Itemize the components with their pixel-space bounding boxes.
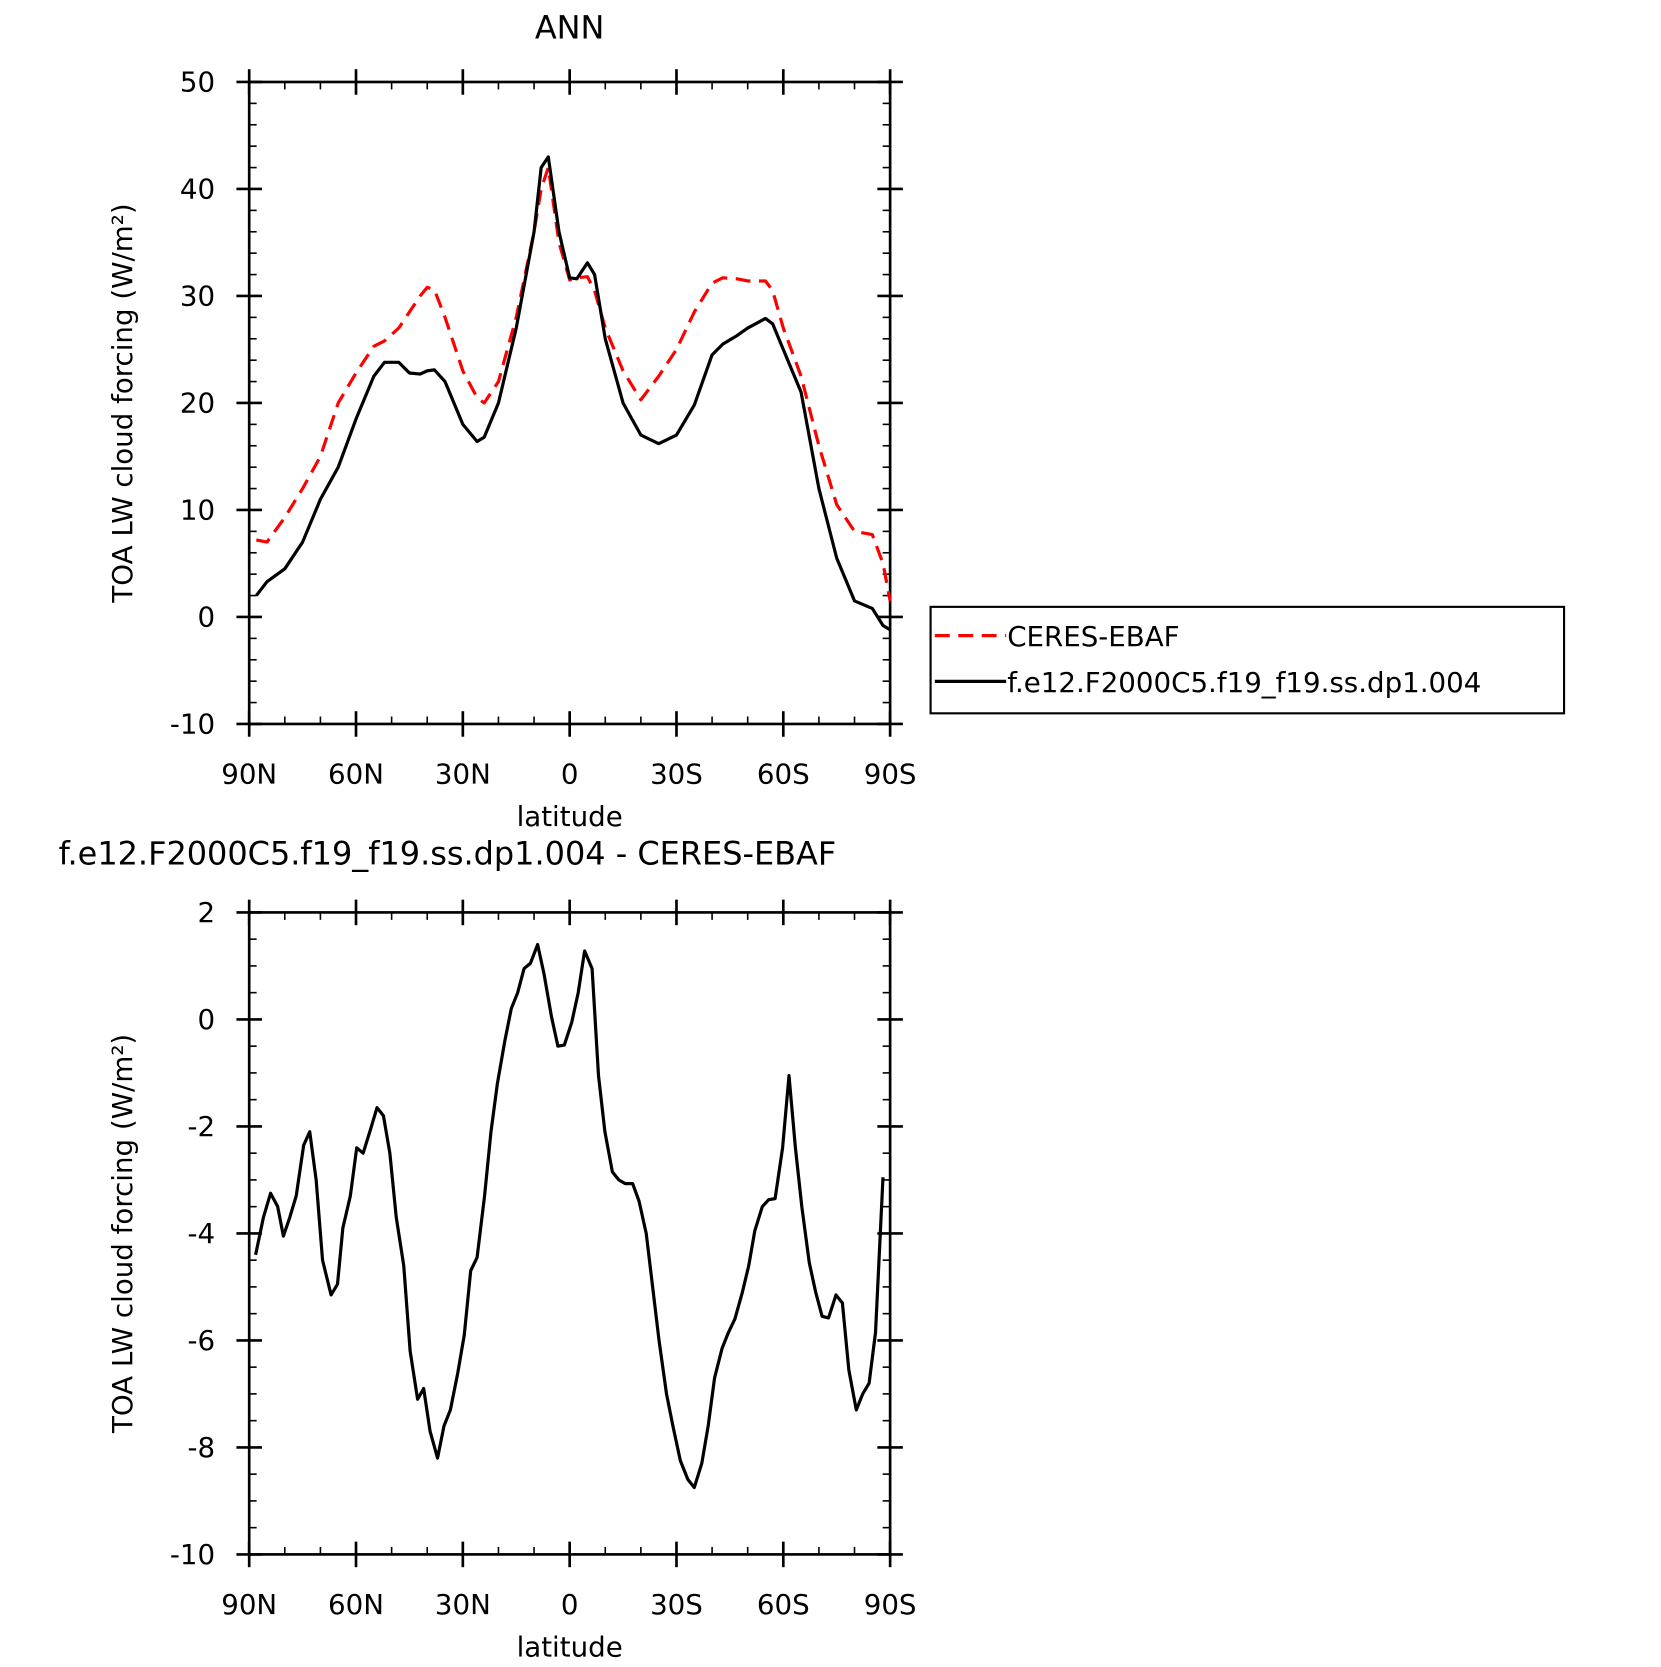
y-tick-label: 50 (180, 66, 215, 99)
y-tick-label: -6 (188, 1324, 216, 1357)
plot-frame (247, 80, 892, 726)
x-tick-label: 30S (650, 758, 703, 791)
y-tick-label: 40 (180, 173, 215, 206)
x-tick-label: 0 (561, 1588, 579, 1621)
x-axis-label: latitude (517, 1631, 623, 1663)
x-tick-label: 60N (328, 1588, 384, 1621)
x-tick-label: 90N (221, 758, 277, 791)
data-line (254, 942, 885, 1490)
y-tick-label: 10 (180, 494, 215, 527)
x-tick-label: 0 (561, 758, 579, 791)
x-tick-label: 60S (757, 1588, 810, 1621)
y-tick-label: 0 (198, 601, 216, 634)
x-tick-label: 90S (864, 758, 917, 791)
x-tick-label: 90S (864, 1588, 917, 1621)
x-tick-label: 90N (221, 1588, 277, 1621)
x-tick-label: 30S (650, 1588, 703, 1621)
legend-box (929, 605, 1566, 715)
y-tick-label: -4 (188, 1217, 216, 1250)
y-tick-label: 30 (180, 280, 215, 313)
y-tick-label: -10 (170, 708, 215, 741)
chart-title: f.e12.F2000C5.f19_f19.ss.dp1.004 - CERES… (59, 835, 837, 873)
x-tick-label: 60S (757, 758, 810, 791)
chart-title: ANN (535, 8, 605, 46)
data-line (255, 155, 891, 632)
data-line (256, 165, 892, 602)
y-tick-label: 2 (198, 896, 216, 929)
legend-label: f.e12.F2000C5.f19_f19.ss.dp1.004 (1007, 666, 1481, 699)
y-axis-label: TOA LW cloud forcing (W/m²) (106, 203, 139, 603)
x-tick-label: 30N (435, 758, 491, 791)
legend-label: CERES-EBAF (1007, 620, 1179, 653)
x-tick-label: 30N (435, 1588, 491, 1621)
x-axis-label: latitude (517, 800, 623, 833)
plot-frame (247, 911, 892, 1556)
y-tick-label: -8 (188, 1431, 216, 1464)
y-tick-label: -10 (170, 1538, 215, 1571)
x-tick-label: 60N (328, 758, 384, 791)
y-tick-label: 20 (180, 387, 215, 420)
y-axis-label: TOA LW cloud forcing (W/m²) (106, 1034, 139, 1434)
y-tick-label: 0 (198, 1003, 216, 1036)
y-tick-label: -2 (188, 1110, 216, 1143)
